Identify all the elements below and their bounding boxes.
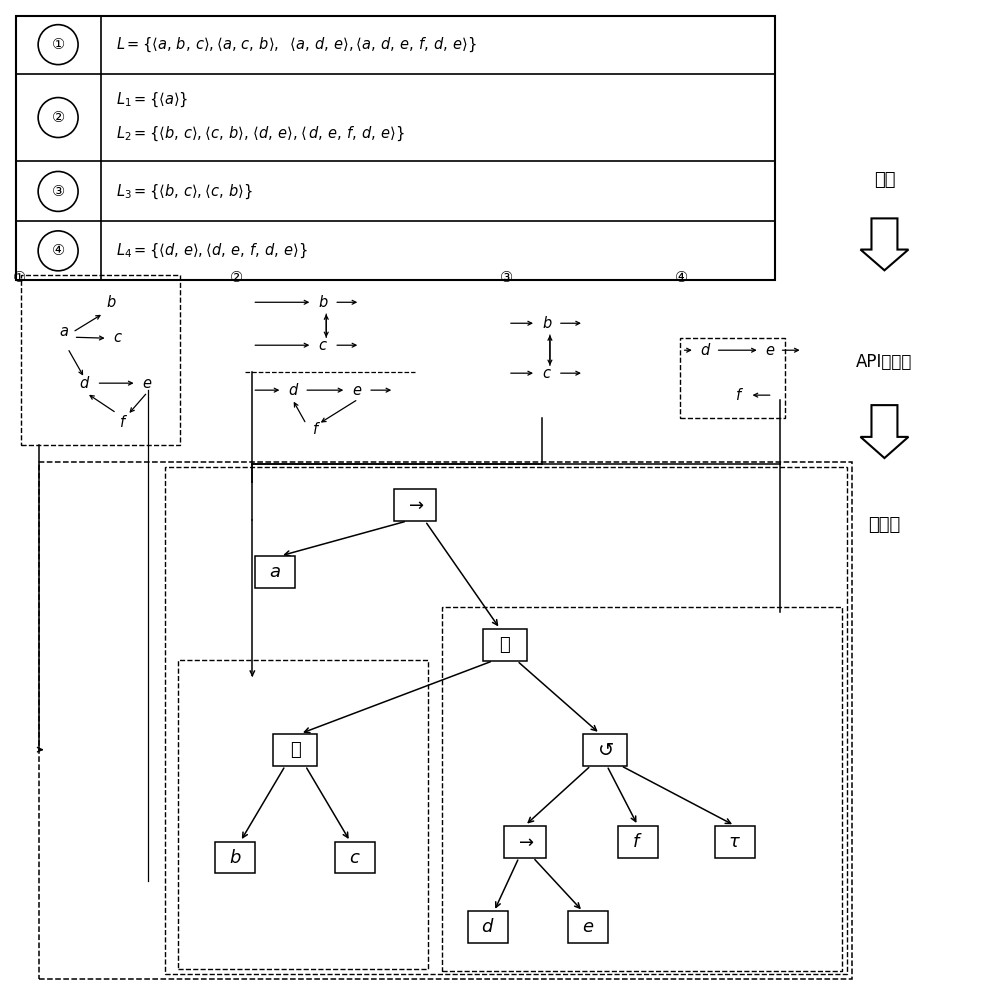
Text: $L_3=\{\langle b,\,c\rangle,\langle c,\,b\rangle\}$: $L_3=\{\langle b,\,c\rangle,\langle c,\,… — [116, 182, 252, 201]
Bar — [617, 826, 658, 858]
Text: $d$: $d$ — [700, 342, 712, 358]
Text: $L_1=\{\langle a\rangle\}$: $L_1=\{\langle a\rangle\}$ — [116, 91, 188, 109]
Bar — [568, 911, 607, 943]
Text: ③: ③ — [52, 184, 64, 199]
Bar — [394, 489, 436, 521]
Text: $\tau$: $\tau$ — [728, 833, 741, 851]
Text: ④: ④ — [675, 270, 688, 285]
Text: $b$: $b$ — [229, 849, 242, 867]
Text: 行为树: 行为树 — [868, 516, 901, 534]
Text: $f$: $f$ — [632, 833, 643, 851]
Text: 日志: 日志 — [874, 171, 895, 189]
Text: ②: ② — [52, 110, 64, 125]
Text: $f$: $f$ — [119, 414, 128, 430]
Bar — [165, 467, 846, 974]
Text: $\circlearrowleft$: $\circlearrowleft$ — [595, 741, 615, 759]
Text: $d$: $d$ — [78, 375, 90, 391]
Text: $e$: $e$ — [143, 377, 153, 391]
Text: $f$: $f$ — [734, 387, 743, 403]
Text: ①: ① — [13, 270, 26, 285]
Text: $a$: $a$ — [270, 563, 281, 581]
Bar — [256, 556, 295, 588]
Bar — [442, 607, 841, 971]
Text: $c$: $c$ — [113, 331, 122, 345]
Text: ③: ③ — [500, 270, 513, 285]
Bar — [21, 275, 180, 445]
Bar — [39, 462, 852, 979]
Bar — [583, 734, 627, 766]
Text: $d$: $d$ — [482, 918, 495, 936]
Text: $b$: $b$ — [542, 315, 553, 331]
Polygon shape — [860, 218, 909, 270]
Text: $e$: $e$ — [352, 384, 363, 398]
Bar — [335, 842, 376, 873]
Text: ②: ② — [230, 270, 244, 285]
Text: $e$: $e$ — [582, 918, 594, 936]
Polygon shape — [860, 405, 909, 458]
Text: $c$: $c$ — [350, 849, 361, 867]
Bar — [504, 826, 546, 858]
Bar — [274, 734, 317, 766]
Bar — [468, 911, 508, 943]
Bar — [178, 660, 428, 969]
Text: $e$: $e$ — [765, 344, 775, 358]
Text: $\rightarrow$: $\rightarrow$ — [515, 833, 535, 851]
Text: $c$: $c$ — [318, 339, 328, 353]
Text: ①: ① — [52, 37, 64, 52]
Text: $d$: $d$ — [288, 382, 299, 398]
Text: $b$: $b$ — [318, 294, 329, 310]
Bar — [215, 842, 256, 873]
Text: $c$: $c$ — [542, 367, 552, 381]
Bar — [680, 338, 785, 418]
Text: ④: ④ — [52, 243, 64, 258]
Text: 洗: 洗 — [290, 741, 300, 759]
Text: $a$: $a$ — [58, 325, 68, 339]
Bar — [483, 629, 527, 661]
Text: 邻: 邻 — [499, 636, 510, 654]
Bar — [715, 826, 754, 858]
Text: $L_2=\{\langle b,\,c\rangle,\langle c,\,b\rangle,\,\langle d,\,e\rangle,\langle\: $L_2=\{\langle b,\,c\rangle,\langle c,\,… — [116, 124, 404, 143]
Text: $L=\{\langle a,\,b,\,c\rangle,\langle a,\,c,\,b\rangle,\;\ \langle a,\,d,\,e\ran: $L=\{\langle a,\,b,\,c\rangle,\langle a,… — [116, 35, 477, 54]
Text: $f$: $f$ — [312, 421, 321, 437]
Text: $L_4=\{\langle d,\,e\rangle,\langle d,\,e,\,f,\,d,\,e\rangle\}$: $L_4=\{\langle d,\,e\rangle,\langle d,\,… — [116, 242, 307, 260]
Text: $\rightarrow$: $\rightarrow$ — [405, 496, 425, 514]
Text: API邻接图: API邻接图 — [856, 353, 913, 371]
Bar — [16, 16, 775, 280]
Text: $b$: $b$ — [106, 294, 116, 310]
